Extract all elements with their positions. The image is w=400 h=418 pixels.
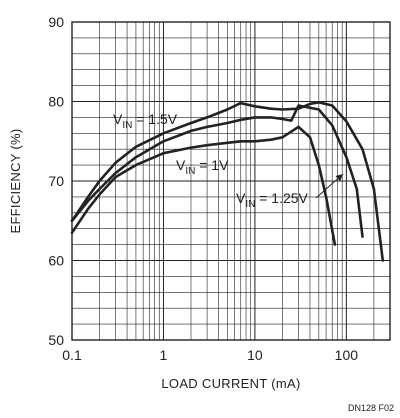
- grid: [71, 21, 391, 341]
- x-tick-label: 1: [160, 347, 168, 363]
- y-tick-label: 90: [48, 14, 64, 30]
- y-tick-label: 50: [48, 332, 64, 348]
- series-line-2: [70, 125, 337, 246]
- figure-code: DN128 F02: [348, 403, 394, 413]
- x-tick-label: 10: [247, 347, 263, 363]
- series-label-vin-1-5v: VIN = 1.5V: [113, 111, 178, 131]
- series-line-0: [70, 101, 385, 262]
- x-axis-title: LOAD CURRENT (mA): [161, 376, 300, 391]
- leader-arrowhead: [335, 174, 343, 182]
- x-tick-label: 0.1: [62, 347, 82, 363]
- y-axis-title: EFFICIENCY (%): [8, 128, 23, 233]
- series-label-vin-1-25v: VIN = 1.25V: [236, 190, 309, 210]
- y-tick-label: 70: [48, 173, 64, 189]
- y-tick-label: 80: [48, 94, 64, 110]
- series-line-1: [70, 104, 364, 238]
- y-tick-label: 60: [48, 253, 64, 269]
- plot-frame: [71, 21, 391, 341]
- series-label-vin-1v: VIN = 1V: [176, 157, 229, 177]
- x-tick-label: 100: [335, 347, 359, 363]
- series-lines: [70, 101, 385, 262]
- tick-labels: 50 60 70 80 90 0.1 1 10 100: [48, 14, 358, 363]
